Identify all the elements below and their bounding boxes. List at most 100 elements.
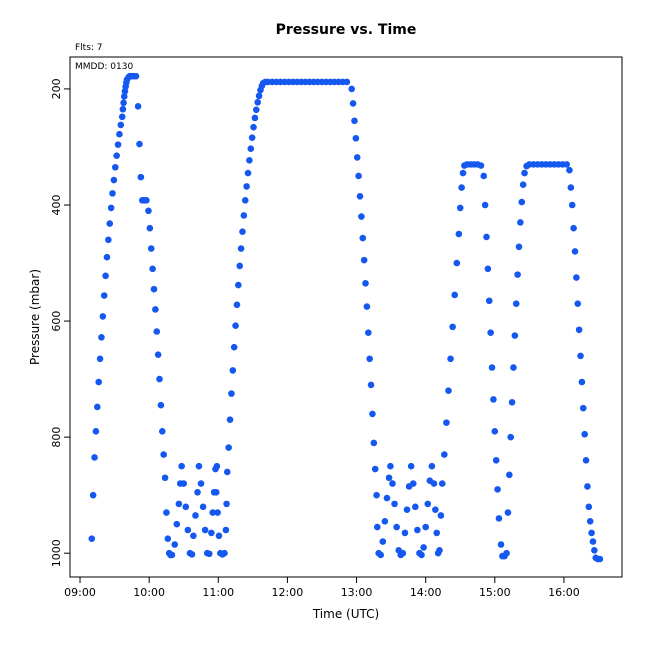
data-point (491, 428, 499, 435)
data-point (512, 300, 520, 307)
data-point (414, 526, 421, 534)
data-point (449, 323, 456, 331)
data-point (579, 404, 587, 412)
data-point (585, 503, 593, 511)
data-point (369, 410, 376, 418)
data-point (116, 130, 123, 138)
data-point (519, 181, 527, 188)
data-point (226, 416, 234, 424)
data-point (503, 549, 510, 557)
data-point (366, 355, 373, 363)
data-point (578, 378, 586, 386)
data-point (215, 532, 223, 540)
data-point (582, 457, 590, 464)
data-point (355, 172, 362, 180)
data-point (581, 430, 588, 438)
data-point (175, 500, 183, 508)
data-point (239, 228, 246, 235)
data-point (237, 245, 245, 252)
data-point (490, 396, 497, 403)
data-point (171, 541, 179, 548)
data-point (422, 523, 429, 531)
data-point (591, 547, 598, 554)
data-point (383, 494, 391, 502)
data-point (407, 462, 415, 470)
y-tick-label: 600 (50, 311, 63, 332)
data-point (132, 72, 140, 80)
data-point (91, 454, 98, 461)
data-point (391, 500, 398, 508)
data-point (117, 121, 125, 129)
data-point (447, 355, 454, 363)
data-point (205, 550, 213, 558)
data-point (596, 555, 604, 563)
y-tick-label: 400 (50, 194, 63, 215)
data-point (103, 253, 111, 261)
data-point (244, 169, 252, 177)
data-point (358, 213, 365, 220)
date-annotation: MMDD: 0130 (75, 62, 133, 72)
data-point (441, 451, 448, 458)
data-point (143, 197, 150, 204)
data-point (430, 480, 438, 487)
data-point (92, 428, 100, 435)
data-point (492, 457, 500, 464)
data-point (577, 352, 584, 360)
data-point (459, 169, 467, 177)
marks (88, 72, 604, 563)
data-point (147, 245, 155, 252)
data-point (96, 355, 104, 363)
flights-annotation: Flts: 7 (75, 43, 103, 53)
data-point (110, 176, 118, 184)
data-point (409, 480, 417, 487)
data-point (137, 173, 145, 181)
data-point (149, 265, 156, 273)
data-point (255, 92, 263, 100)
data-point (253, 106, 260, 114)
data-point (574, 300, 582, 307)
data-point (362, 280, 369, 287)
data-point (230, 343, 238, 351)
data-point (236, 262, 244, 270)
data-point (456, 204, 464, 212)
data-point (99, 313, 107, 320)
data-point (349, 100, 357, 107)
data-point (359, 234, 367, 242)
data-point (223, 468, 231, 476)
data-point (119, 105, 127, 113)
data-point (154, 351, 162, 359)
data-point (385, 474, 393, 482)
data-point (118, 113, 126, 121)
data-point (161, 474, 169, 482)
data-point (393, 523, 400, 531)
data-point (399, 549, 407, 557)
data-point (241, 197, 249, 204)
data-point (403, 506, 411, 513)
data-point (134, 103, 142, 110)
data-point (488, 364, 496, 371)
data-point (145, 207, 152, 215)
data-point (168, 551, 176, 559)
data-point (197, 480, 205, 487)
data-point (401, 529, 409, 537)
data-point (251, 114, 259, 122)
data-point (494, 486, 501, 493)
data-point (109, 190, 116, 197)
data-point (443, 419, 450, 426)
data-point (89, 491, 97, 499)
data-point (424, 500, 432, 508)
data-point (98, 334, 105, 341)
data-point (213, 462, 221, 470)
data-point (521, 169, 528, 177)
data-point (566, 166, 573, 174)
data-point (518, 198, 526, 206)
data-point (173, 520, 181, 528)
data-point (95, 378, 102, 386)
data-point (94, 403, 101, 411)
data-point (160, 451, 167, 458)
data-point (453, 259, 461, 267)
data-point (485, 297, 493, 305)
data-point (212, 488, 220, 496)
data-point (199, 503, 207, 511)
data-point (508, 399, 516, 406)
